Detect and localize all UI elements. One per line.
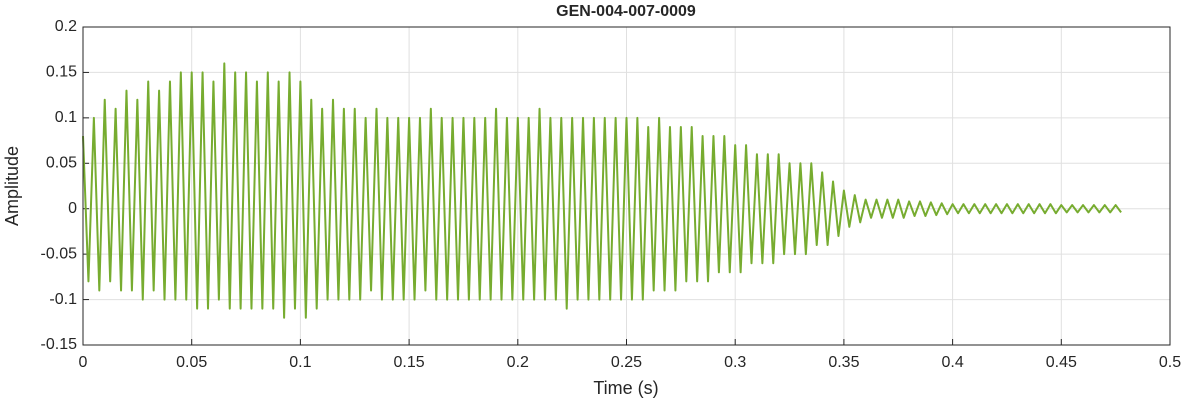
x-tick-label: 0.2	[507, 354, 529, 371]
x-tick-label: 0.1	[289, 354, 311, 371]
x-tick-label: 0.15	[394, 354, 425, 371]
chart-title: GEN-004-007-0009	[556, 3, 696, 20]
x-tick-label: 0.5	[1159, 354, 1181, 371]
y-tick-label: -0.15	[41, 336, 78, 353]
y-axis-label: Amplitude	[2, 146, 22, 226]
y-tick-label: -0.1	[49, 291, 77, 308]
x-axis-label: Time (s)	[593, 378, 658, 398]
x-tick-label: 0.35	[828, 354, 859, 371]
x-tick-label: 0.3	[724, 354, 746, 371]
waveform-line	[82, 62, 1122, 319]
y-tick-label: 0.2	[55, 18, 77, 35]
plot-frame	[82, 26, 1171, 346]
x-tick-label: 0.05	[176, 354, 207, 371]
x-tick-label: 0	[79, 354, 88, 371]
y-tick-label: -0.05	[41, 245, 78, 262]
y-tick-label: 0.1	[55, 109, 77, 126]
y-tick-label: 0.05	[46, 155, 77, 172]
x-tick-label: 0.4	[941, 354, 963, 371]
x-tick-label: 0.25	[611, 354, 642, 371]
y-tick-label: 0.15	[46, 64, 77, 81]
x-tick-label: 0.45	[1046, 354, 1077, 371]
y-tick-label: 0	[68, 200, 77, 217]
